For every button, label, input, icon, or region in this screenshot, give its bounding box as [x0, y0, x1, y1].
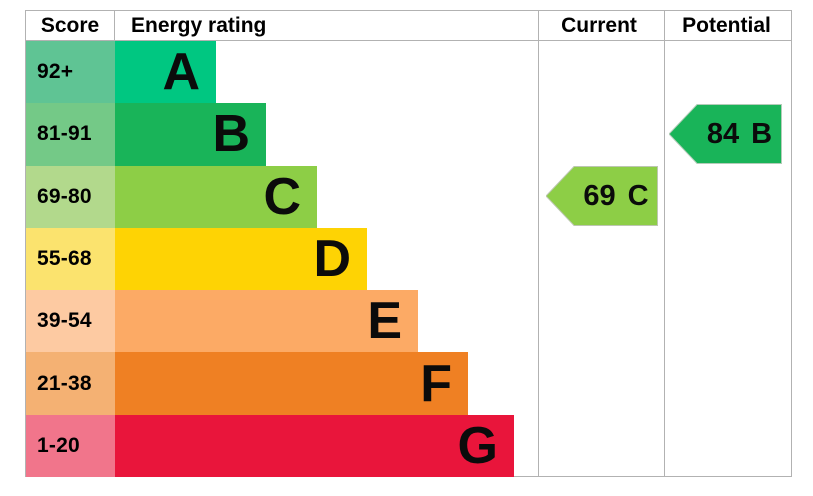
band-bar-e: E [115, 290, 418, 353]
band-row-e: 39-54 E [26, 290, 791, 353]
band-letter-g: G [457, 416, 498, 475]
band-letter-a: A [162, 43, 200, 102]
table-header-row: Score Energy rating Current Potential [26, 11, 791, 41]
band-bar-f: F [115, 352, 468, 415]
potential-band: B [751, 117, 773, 150]
score-range-g: 1-20 [26, 414, 115, 477]
band-letter-b: B [212, 105, 250, 164]
band-letter-e: E [367, 292, 402, 351]
potential-column-divider [664, 11, 665, 476]
band-row-f: 21-38 F [26, 352, 791, 415]
score-range-c: 69-80 [26, 165, 115, 228]
score-range-b: 81-91 [26, 103, 115, 166]
score-range-a: 92+ [26, 41, 115, 104]
band-row-d: 55-68 D [26, 227, 791, 291]
band-bar-c: C [115, 165, 317, 228]
score-range-e: 39-54 [26, 290, 115, 353]
left-pointer-arrow-icon [669, 104, 782, 164]
band-letter-d: D [313, 229, 351, 288]
band-bar-b: B [115, 103, 266, 166]
band-row-c: 69-80 C [26, 165, 791, 228]
band-letter-f: F [420, 354, 452, 413]
band-bar-d: D [115, 227, 367, 291]
band-letter-c: C [263, 167, 301, 226]
band-bar-g: G [115, 414, 514, 477]
current-rating-value: 69 C [574, 166, 658, 226]
column-header-current: Current [561, 14, 637, 37]
score-range-d: 55-68 [26, 227, 115, 291]
left-pointer-arrow-icon [546, 166, 658, 226]
band-row-g: 1-20 G [26, 414, 791, 477]
band-rows: 92+ A 81-91 B 69-80 C 55-68 D 39-54 E 21… [26, 41, 791, 477]
column-header-potential: Potential [682, 14, 771, 37]
epc-rating-table: Score Energy rating Current Potential 92… [25, 10, 792, 477]
band-row-a: 92+ A [26, 41, 791, 104]
potential-rating-arrow: 84 B [669, 104, 782, 164]
band-bar-a: A [115, 41, 216, 104]
column-header-score: Score [26, 11, 115, 40]
current-column-divider [538, 11, 539, 476]
potential-rating-value: 84 B [697, 104, 782, 164]
band-row-b: 81-91 B [26, 103, 791, 166]
column-header-energy-rating: Energy rating [131, 14, 267, 37]
current-score: 69 [583, 179, 616, 212]
current-rating-arrow: 69 C [546, 166, 658, 226]
current-band: C [627, 179, 649, 212]
score-range-f: 21-38 [26, 352, 115, 415]
potential-score: 84 [706, 117, 740, 150]
